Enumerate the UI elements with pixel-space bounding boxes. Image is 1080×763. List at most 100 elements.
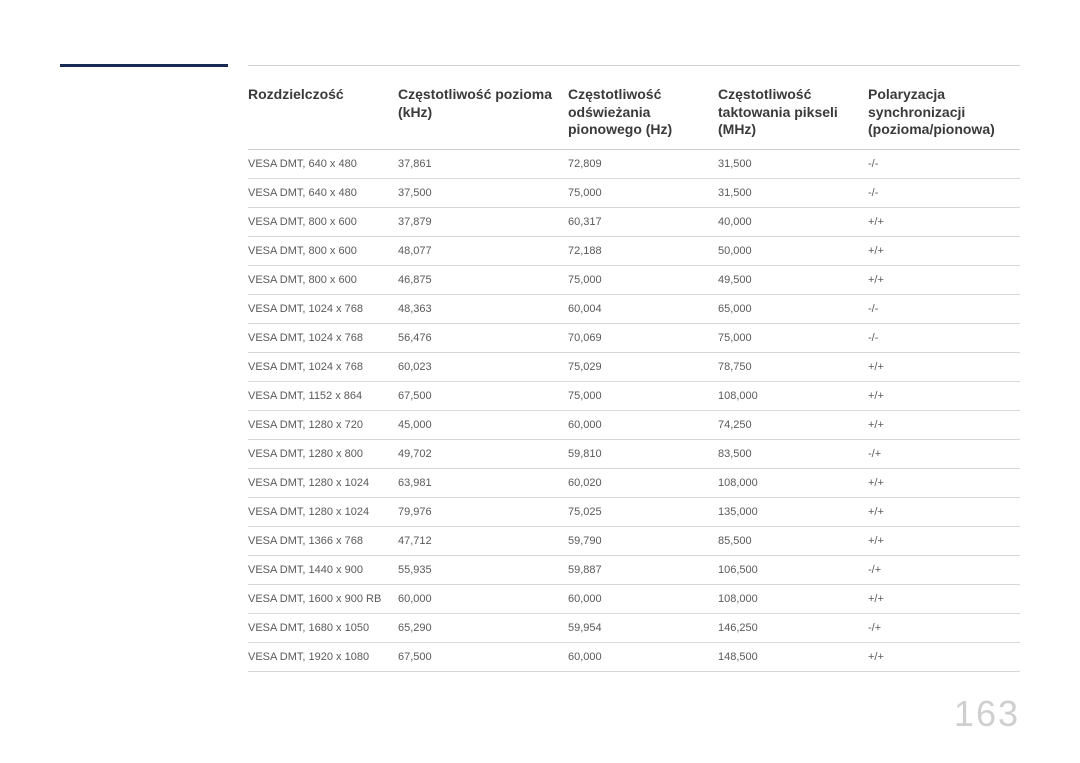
- table-row: VESA DMT, 1152 x 86467,50075,000108,000+…: [248, 381, 1020, 410]
- table-cell: 108,000: [718, 584, 868, 613]
- table-cell: -/-: [868, 149, 1020, 178]
- table-cell: +/+: [868, 207, 1020, 236]
- col-header-resolution: Rozdzielczość: [248, 80, 398, 149]
- table-row: VESA DMT, 1280 x 80049,70259,81083,500-/…: [248, 439, 1020, 468]
- table-cell: VESA DMT, 1366 x 768: [248, 526, 398, 555]
- table-cell: 79,976: [398, 497, 568, 526]
- table-row: VESA DMT, 800 x 60046,87575,00049,500+/+: [248, 265, 1020, 294]
- table-cell: VESA DMT, 1024 x 768: [248, 352, 398, 381]
- table-cell: 60,004: [568, 294, 718, 323]
- table-header: Rozdzielczość Częstotliwość pozioma (kHz…: [248, 80, 1020, 149]
- table-cell: +/+: [868, 381, 1020, 410]
- table-cell: 67,500: [398, 381, 568, 410]
- table-cell: 70,069: [568, 323, 718, 352]
- table-cell: 56,476: [398, 323, 568, 352]
- table-cell: 31,500: [718, 178, 868, 207]
- table-row: VESA DMT, 800 x 60037,87960,31740,000+/+: [248, 207, 1020, 236]
- table-cell: 74,250: [718, 410, 868, 439]
- table-row: VESA DMT, 640 x 48037,50075,00031,500-/-: [248, 178, 1020, 207]
- table-cell: VESA DMT, 1680 x 1050: [248, 613, 398, 642]
- table-cell: 85,500: [718, 526, 868, 555]
- table-cell: 50,000: [718, 236, 868, 265]
- resolution-table: Rozdzielczość Częstotliwość pozioma (kHz…: [248, 80, 1020, 672]
- table-cell: 148,500: [718, 642, 868, 671]
- table-cell: 75,025: [568, 497, 718, 526]
- table-cell: 48,363: [398, 294, 568, 323]
- table-cell: 31,500: [718, 149, 868, 178]
- table-cell: 108,000: [718, 468, 868, 497]
- table-cell: VESA DMT, 1920 x 1080: [248, 642, 398, 671]
- top-divider: [248, 65, 1020, 66]
- table-cell: 37,879: [398, 207, 568, 236]
- table-cell: VESA DMT, 1280 x 720: [248, 410, 398, 439]
- table-cell: 59,887: [568, 555, 718, 584]
- table-cell: 67,500: [398, 642, 568, 671]
- table-row: VESA DMT, 1920 x 108067,50060,000148,500…: [248, 642, 1020, 671]
- table-cell: 37,500: [398, 178, 568, 207]
- table-row: VESA DMT, 1280 x 102463,98160,020108,000…: [248, 468, 1020, 497]
- table-cell: 108,000: [718, 381, 868, 410]
- table-cell: 72,809: [568, 149, 718, 178]
- table-cell: 75,000: [568, 178, 718, 207]
- table-header-row: Rozdzielczość Częstotliwość pozioma (kHz…: [248, 80, 1020, 149]
- table-cell: VESA DMT, 1280 x 1024: [248, 497, 398, 526]
- table-row: VESA DMT, 1600 x 900 RB60,00060,000108,0…: [248, 584, 1020, 613]
- table-cell: +/+: [868, 265, 1020, 294]
- table-cell: 78,750: [718, 352, 868, 381]
- table-cell: 75,000: [568, 381, 718, 410]
- table-cell: +/+: [868, 410, 1020, 439]
- table-cell: 60,000: [398, 584, 568, 613]
- table-cell: 135,000: [718, 497, 868, 526]
- table-row: VESA DMT, 1280 x 102479,97675,025135,000…: [248, 497, 1020, 526]
- table-cell: +/+: [868, 236, 1020, 265]
- table-cell: 48,077: [398, 236, 568, 265]
- table-cell: 59,954: [568, 613, 718, 642]
- table-cell: 59,790: [568, 526, 718, 555]
- col-header-pixelclock: Częstotliwość taktowania pikseli (MHz): [718, 80, 868, 149]
- table-cell: -/-: [868, 323, 1020, 352]
- table-cell: 65,000: [718, 294, 868, 323]
- table-cell: VESA DMT, 1440 x 900: [248, 555, 398, 584]
- table-cell: 75,000: [718, 323, 868, 352]
- table-cell: +/+: [868, 584, 1020, 613]
- table-cell: +/+: [868, 497, 1020, 526]
- table-cell: 75,000: [568, 265, 718, 294]
- table-cell: 146,250: [718, 613, 868, 642]
- table-row: VESA DMT, 1680 x 105065,29059,954146,250…: [248, 613, 1020, 642]
- table-cell: VESA DMT, 1024 x 768: [248, 323, 398, 352]
- table-row: VESA DMT, 1366 x 76847,71259,79085,500+/…: [248, 526, 1020, 555]
- table-row: VESA DMT, 1024 x 76848,36360,00465,000-/…: [248, 294, 1020, 323]
- page-container: Rozdzielczość Częstotliwość pozioma (kHz…: [0, 0, 1080, 763]
- table-row: VESA DMT, 1280 x 72045,00060,00074,250+/…: [248, 410, 1020, 439]
- table-row: VESA DMT, 1024 x 76860,02375,02978,750+/…: [248, 352, 1020, 381]
- table-cell: -/+: [868, 613, 1020, 642]
- table-cell: 65,290: [398, 613, 568, 642]
- table-cell: 49,500: [718, 265, 868, 294]
- table-cell: VESA DMT, 1280 x 1024: [248, 468, 398, 497]
- table-cell: +/+: [868, 526, 1020, 555]
- table-cell: 45,000: [398, 410, 568, 439]
- table-cell: 60,020: [568, 468, 718, 497]
- table-cell: 46,875: [398, 265, 568, 294]
- table-cell: 49,702: [398, 439, 568, 468]
- table-cell: -/+: [868, 439, 1020, 468]
- page-number: 163: [954, 693, 1020, 735]
- table-cell: 83,500: [718, 439, 868, 468]
- table-cell: VESA DMT, 1280 x 800: [248, 439, 398, 468]
- table-cell: -/-: [868, 178, 1020, 207]
- table-cell: VESA DMT, 1600 x 900 RB: [248, 584, 398, 613]
- table-cell: VESA DMT, 640 x 480: [248, 178, 398, 207]
- table-cell: VESA DMT, 800 x 600: [248, 265, 398, 294]
- table-body: VESA DMT, 640 x 48037,86172,80931,500-/-…: [248, 149, 1020, 671]
- table-cell: -/-: [868, 294, 1020, 323]
- accent-rule: [60, 64, 228, 67]
- table-cell: VESA DMT, 800 x 600: [248, 207, 398, 236]
- table-cell: +/+: [868, 468, 1020, 497]
- table-cell: 60,317: [568, 207, 718, 236]
- col-header-vfreq: Częstotliwość odświeżania pionowego (Hz): [568, 80, 718, 149]
- table-cell: +/+: [868, 352, 1020, 381]
- table-row: VESA DMT, 800 x 60048,07772,18850,000+/+: [248, 236, 1020, 265]
- table-cell: 47,712: [398, 526, 568, 555]
- table-cell: 59,810: [568, 439, 718, 468]
- table-cell: 106,500: [718, 555, 868, 584]
